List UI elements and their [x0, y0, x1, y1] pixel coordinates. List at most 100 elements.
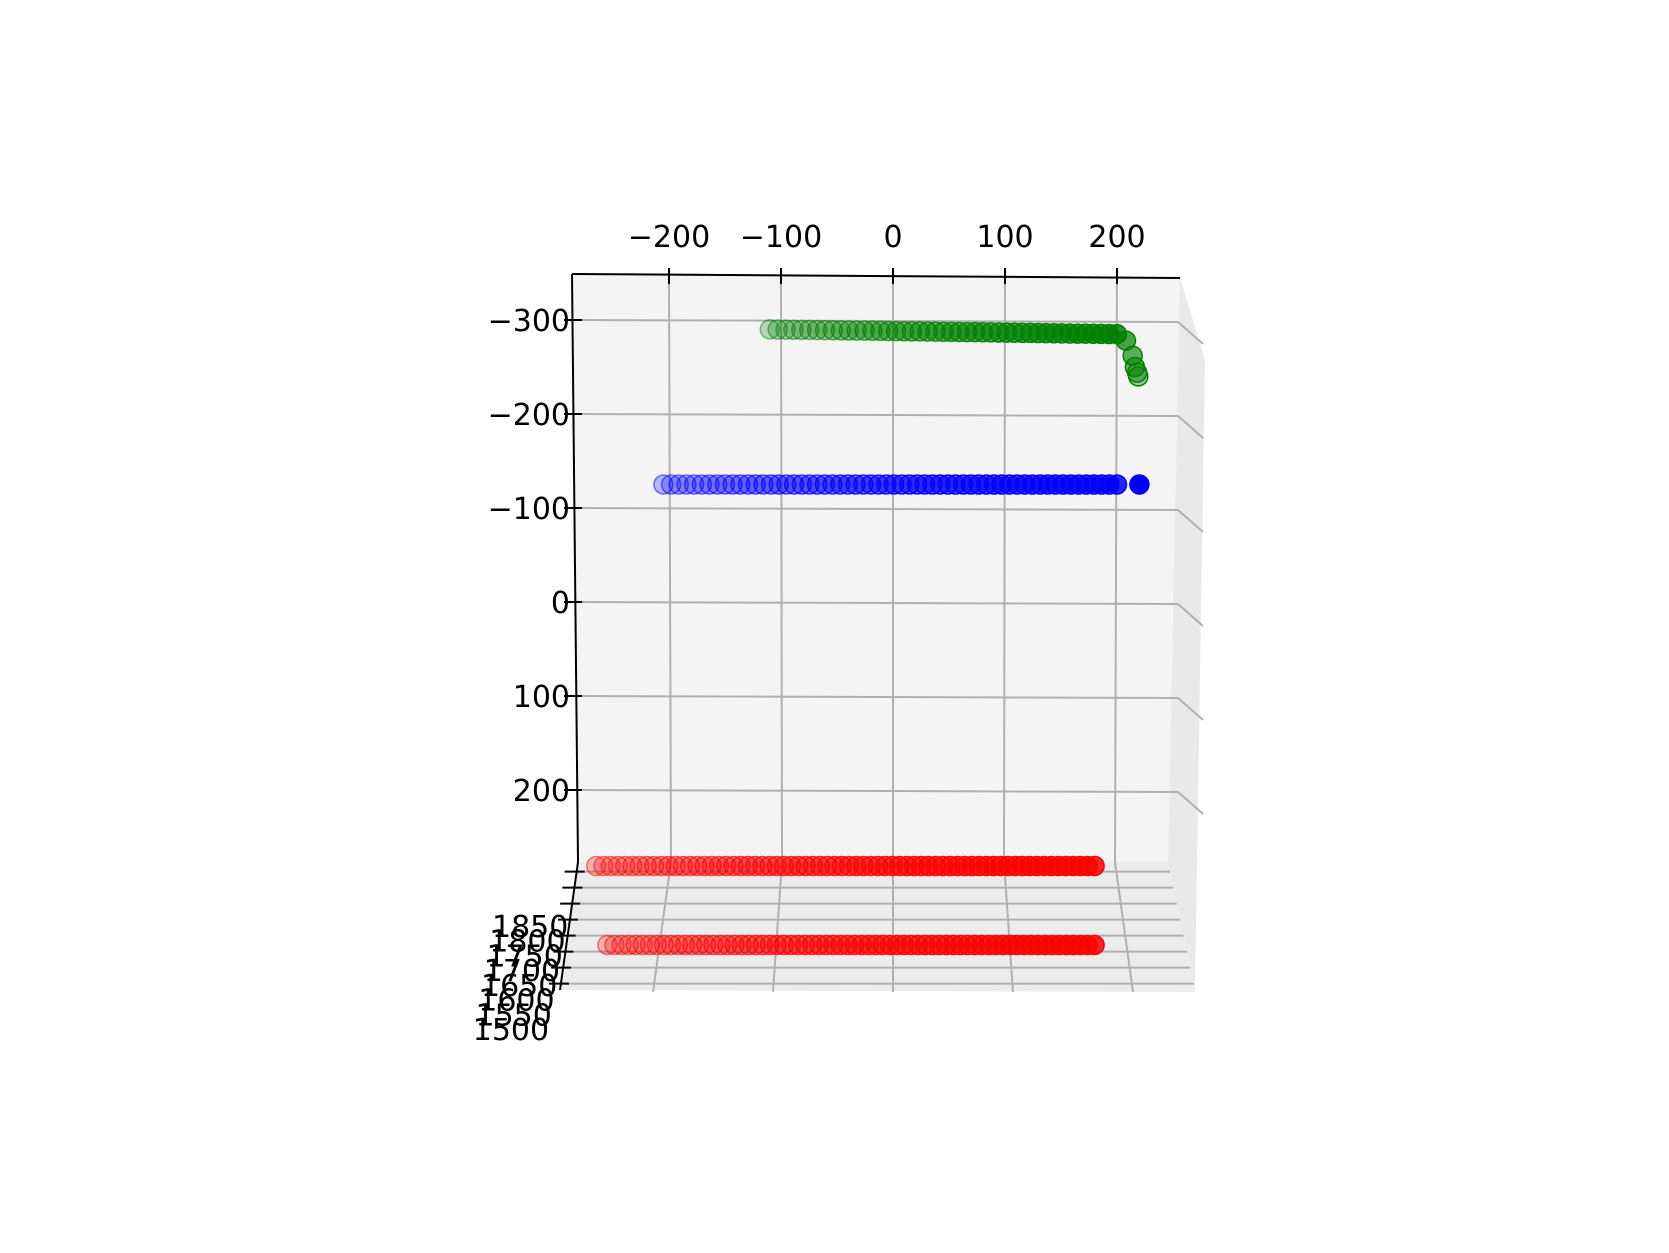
y-tick-label-5: 200	[513, 774, 570, 809]
series-1-point-59	[1106, 474, 1128, 495]
grid-line-y-1	[574, 413, 1179, 417]
series-2-point-18	[715, 855, 737, 877]
z-axis-line	[559, 861, 579, 991]
series-3-point-8	[653, 934, 675, 956]
series-3-point-9	[660, 934, 682, 956]
series-1-point-6	[699, 474, 720, 495]
y-tick-label-1: −200	[488, 398, 570, 433]
series-3-point-7	[646, 934, 668, 956]
z-tick-label-7: 1850	[492, 910, 568, 945]
series-1-point-11	[737, 474, 759, 495]
series-0-point-16	[885, 320, 907, 342]
series-0-point-2	[775, 319, 796, 340]
z-tick-label-6: 1800	[489, 925, 565, 960]
series-1-point-15	[768, 474, 789, 495]
series-2-point-10	[658, 855, 679, 877]
series-2-point-8	[643, 855, 665, 877]
z-tick-label-2: 1600	[478, 984, 554, 1019]
series-3-point-12	[681, 934, 703, 956]
series-2-point-69	[1084, 855, 1105, 877]
series-3-point-14	[696, 934, 717, 956]
series-1-point-16	[776, 474, 797, 495]
series-3-point-24	[766, 934, 788, 956]
axes	[548, 268, 1181, 991]
series-0-point-5	[799, 319, 820, 341]
x-tick-label-2: 0	[883, 220, 902, 255]
series-3-point-4	[625, 934, 646, 956]
side-grid-y-0	[1177, 321, 1204, 345]
series-2-point-9	[650, 855, 672, 877]
series-2-point-3	[607, 855, 629, 877]
series-0-point-0	[759, 319, 781, 340]
x-tick-label-1: −100	[740, 220, 822, 255]
series-3-point-10	[667, 934, 689, 956]
series-3-point-2	[611, 934, 632, 956]
series-1-point-7	[706, 474, 728, 495]
series-1-point-18	[791, 474, 813, 495]
series-2-point-19	[723, 855, 744, 877]
series-1-point-2	[668, 474, 690, 495]
series-2-point-15	[694, 855, 715, 877]
series-1-point-12	[745, 474, 766, 495]
series-2-point-1	[593, 855, 614, 877]
series-1-point-4	[683, 474, 705, 495]
series-1-point-3	[676, 474, 697, 495]
side-grid-y-1	[1177, 415, 1204, 439]
side-grid-y-4	[1177, 697, 1204, 721]
series-3-point-18	[724, 934, 745, 956]
series-1-point-13	[753, 474, 774, 495]
series-0-extra-point-4	[1128, 366, 1149, 387]
z-tick-label-1: 1550	[475, 998, 551, 1033]
series-0-point-6	[806, 319, 828, 341]
grid-line-x-4	[1114, 275, 1118, 863]
series-1-point-22	[822, 474, 843, 495]
series-3-point-15	[703, 934, 724, 956]
series-1-point-8	[714, 474, 736, 495]
z-tick-label-3: 1650	[481, 969, 557, 1004]
series-3-point-6	[639, 934, 661, 956]
tick-labels: −200 −100 0 100 200 −300 −200 −100 0 100 200 150015…	[473, 220, 1146, 1048]
series-1-point-0	[653, 474, 674, 495]
y-tick-label-2: −100	[488, 492, 570, 527]
data-points	[585, 319, 1150, 956]
floor-grid-x-4	[1114, 861, 1134, 993]
series-3-point-3	[618, 934, 639, 956]
y-tick-label-3: 0	[551, 586, 570, 621]
series-1-extra-point-0	[1129, 474, 1150, 495]
series-2-point-16	[701, 855, 723, 877]
series-2-point-6	[629, 855, 650, 877]
z-tick-label-5: 1750	[486, 939, 562, 974]
grid-line-y-3	[574, 601, 1179, 605]
series-3-point-23	[759, 934, 781, 956]
series-2-point-4	[614, 855, 636, 877]
series-2-point-11	[665, 855, 686, 877]
series-1-point-21	[814, 474, 836, 495]
y-tick-label-4: 100	[513, 680, 570, 715]
side-grid-y-5	[1177, 791, 1204, 815]
series-1-point-10	[730, 474, 751, 495]
grid-line-y-5	[574, 789, 1179, 793]
z-tick-label-4: 1700	[484, 954, 560, 989]
series-0-point-13	[862, 320, 883, 342]
back-pane-face	[572, 274, 1180, 862]
grid-line-x-3	[1003, 275, 1006, 863]
floor-pane-face	[560, 862, 1195, 992]
side-grid-y-3	[1177, 603, 1204, 627]
series-0-point-7	[814, 319, 836, 341]
series-2-point-12	[672, 855, 694, 877]
x-tick-label-3: 100	[976, 220, 1033, 255]
series-2-point-23	[752, 855, 773, 877]
series-3-point-16	[710, 934, 731, 956]
series-3-point-20	[738, 934, 759, 956]
series-1-point-9	[722, 474, 743, 495]
series-2-point-25	[766, 855, 788, 877]
series-0-point-1	[767, 319, 788, 340]
series-1-point-5	[691, 474, 713, 495]
series-2-point-7	[636, 855, 658, 877]
y-tick-label-0: −300	[488, 304, 570, 339]
floor-grid-x-0	[652, 861, 672, 993]
series-2-point-5	[622, 855, 643, 877]
series-2-point-24	[759, 855, 780, 877]
series-3-point-11	[674, 934, 696, 956]
